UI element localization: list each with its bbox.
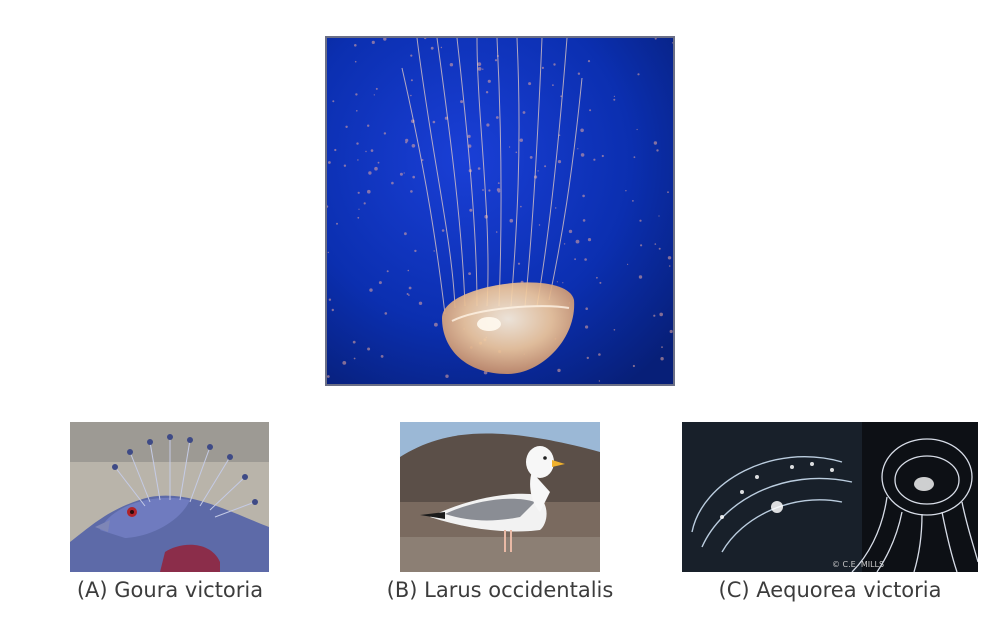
crowned-pigeon-photo <box>70 422 269 572</box>
jellyfish-illustration <box>327 38 673 384</box>
gull-photo <box>400 422 600 572</box>
jellyfish-photo <box>325 36 675 386</box>
option-c-label: (C) Aequorea victoria <box>718 578 942 602</box>
crystal-jellyfish-photo: © C.E. MILLS <box>682 422 978 572</box>
option-b-label: (B) Larus occidentalis <box>386 578 614 602</box>
option-a-label: (A) Goura victoria <box>76 578 264 602</box>
photo-watermark: © C.E. MILLS <box>832 560 884 569</box>
